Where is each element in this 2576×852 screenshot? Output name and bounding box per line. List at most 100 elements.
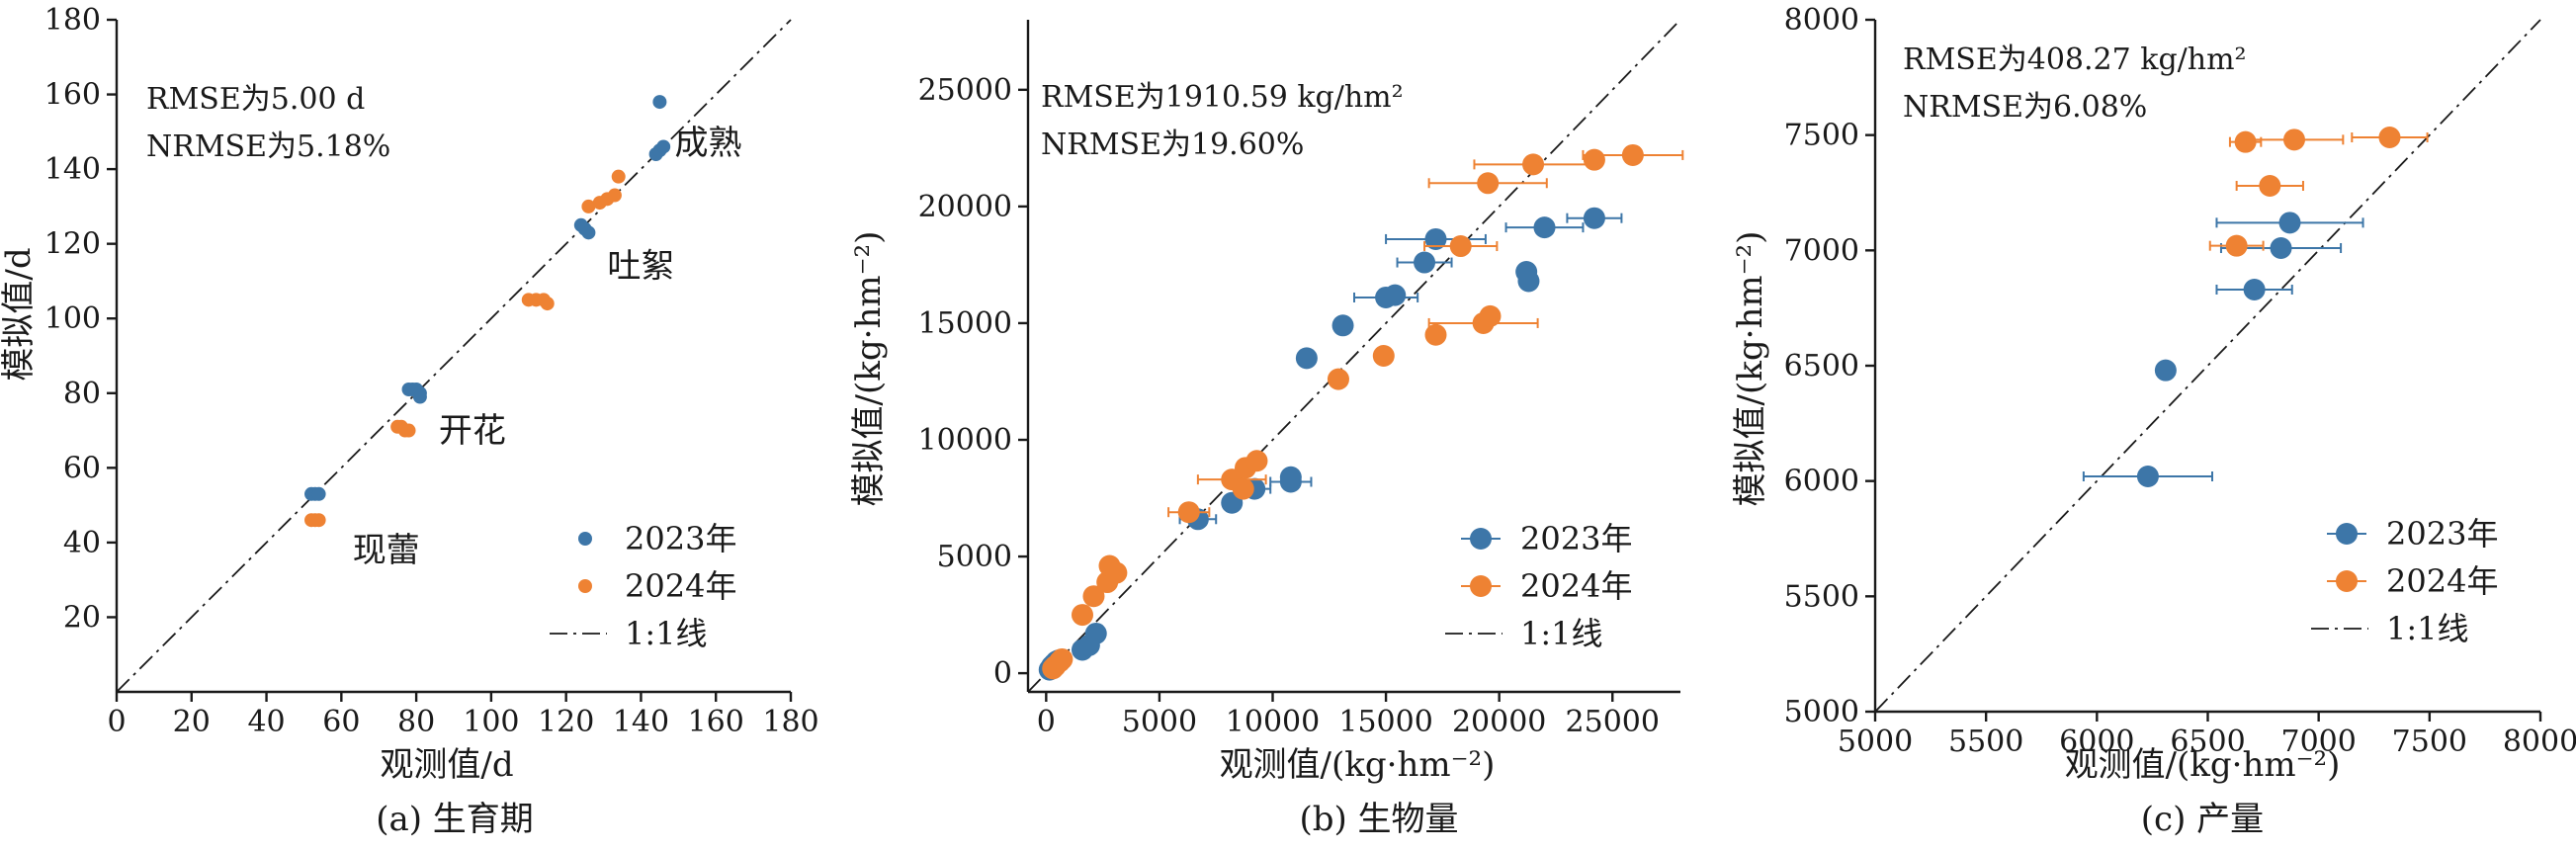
data-point-2024 [2378,127,2401,148]
legend-label: 1:1线 [2386,610,2469,647]
data-point-2023 [311,486,326,501]
data-point-2024 [540,297,555,311]
data-point-2024 [1072,604,1093,627]
data-point-2023 [412,389,427,404]
x-tick-label: 20000 [1452,705,1546,739]
y-tick-label: 15000 [918,306,1012,341]
x-tick-label: 120 [538,705,594,739]
y-tick-label: 6500 [1784,349,1859,383]
data-point-2023 [1331,314,1354,337]
panel-a-nrmse: NRMSE为5.18% [146,129,390,164]
data-point-2024 [1479,304,1502,327]
data-point-2024 [607,188,622,203]
data-point-2024 [1621,143,1644,166]
data-point-2023 [1414,251,1436,274]
data-point-2024 [311,513,326,528]
panel-a-rmse: RMSE为5.00 d [146,82,365,117]
data-point-2023 [1583,207,1605,229]
data-point-2024 [1082,585,1105,608]
data-point-2023 [2278,212,2301,234]
legend-label: 1:1线 [1520,615,1603,652]
panel-b-caption: (b) 生物量 [1299,800,1458,839]
legend-marker [2336,523,2358,545]
data-point-2024 [1424,323,1447,346]
y-tick-label: 140 [44,152,101,187]
panel-a-plot: 0 20 40 60 80 100 120 140 160 180 20 40 60 80 100 120 14… [44,3,819,739]
legend-marker [2336,570,2358,592]
data-point-2024 [611,169,626,184]
y-tick-label: 160 [44,78,101,113]
data-point-2024 [581,199,596,213]
y-tick-label: 0 [993,656,1012,691]
x-tick-label: 7500 [2392,724,2467,759]
panel-a-caption: (a) 生育期 [376,800,534,839]
x-tick-label: 160 [688,705,744,739]
reference-1to1-line [1874,19,2541,713]
stage-label: 现蕾 [353,531,420,570]
data-point-2023 [652,95,667,110]
x-tick-label: 20 [173,705,211,739]
panel-c-rmse: RMSE为408.27 kg/hm² [1903,43,2247,77]
y-tick-label: 5000 [1784,695,1859,729]
x-tick-label: 180 [762,705,818,739]
legend-label: 1:1线 [625,615,708,652]
legend-marker [1470,528,1492,550]
data-point-2023 [2154,359,2177,382]
legend-label: 2024年 [2386,562,2498,600]
legend-marker [1470,575,1492,597]
data-point-2023 [1424,227,1447,250]
stage-label: 吐絮 [607,247,674,287]
legend-label: 2024年 [625,567,736,605]
x-tick-label: 15000 [1338,705,1432,739]
y-tick-label: 20 [63,600,101,635]
panel-b-rmse: RMSE为1910.59 kg/hm² [1041,80,1404,115]
y-tick-label: 5500 [1784,579,1859,614]
reference-1to1-line [1027,19,1681,693]
panel-c: 5000 5500 6000 6500 7000 7500 8000 5000 5500 6000… [1731,3,2576,839]
x-tick-label: 60 [322,705,360,739]
legend-label: 2023年 [625,520,736,557]
data-point-2024 [1372,345,1395,367]
legend-marker [578,579,592,593]
panel-b: 0 5000 10000 15000 20000 25000 0 5000 10000 15000… [849,19,1684,839]
y-tick-label: 7500 [1784,119,1859,153]
data-point-2024 [2225,234,2248,257]
data-point-2023 [1517,270,1540,293]
data-point-2024 [1327,368,1349,390]
data-point-2024 [1232,477,1254,500]
panel-b-ylabel: 模拟值/(kg·hm⁻²) [849,231,889,507]
data-point-2024 [1583,148,1605,171]
data-point-2024 [1449,235,1472,258]
legend-label: 2023年 [2386,515,2498,553]
x-tick-label: 80 [397,705,435,739]
data-point-2023 [1084,622,1107,644]
data-point-2023 [1279,466,1302,488]
x-tick-label: 5000 [1838,724,1913,759]
data-point-2024 [2282,128,2305,151]
y-tick-label: 40 [63,526,101,560]
y-tick-label: 60 [63,451,101,485]
data-point-2023 [581,225,596,240]
panel-a-xlabel: 观测值/d [380,745,513,785]
data-point-2024 [1105,561,1128,584]
panel-b-plot: 0 5000 10000 15000 20000 25000 0 5000 10000 15000… [918,19,1684,739]
data-point-2024 [1477,172,1500,195]
x-tick-label: 140 [613,705,669,739]
x-tick-label: 10000 [1226,705,1320,739]
y-tick-label: 5000 [937,540,1012,574]
x-tick-label: 5500 [1948,724,2023,759]
y-tick-label: 6000 [1784,465,1859,499]
y-tick-label: 120 [44,227,101,262]
legend-label: 2024年 [1520,567,1632,605]
y-tick-label: 20000 [918,190,1012,224]
data-point-2023 [656,139,671,154]
data-point-2023 [2243,279,2266,300]
x-tick-label: 0 [1037,705,1056,739]
panel-c-nrmse: NRMSE为6.08% [1903,90,2147,125]
panel-c-xlabel: 观测值/(kg·hm⁻²) [2065,745,2341,785]
panel-c-caption: (c) 产量 [2141,800,2264,839]
x-tick-label: 7000 [2280,724,2356,759]
data-point-2024 [1522,153,1545,176]
data-point-2023 [1295,347,1318,370]
